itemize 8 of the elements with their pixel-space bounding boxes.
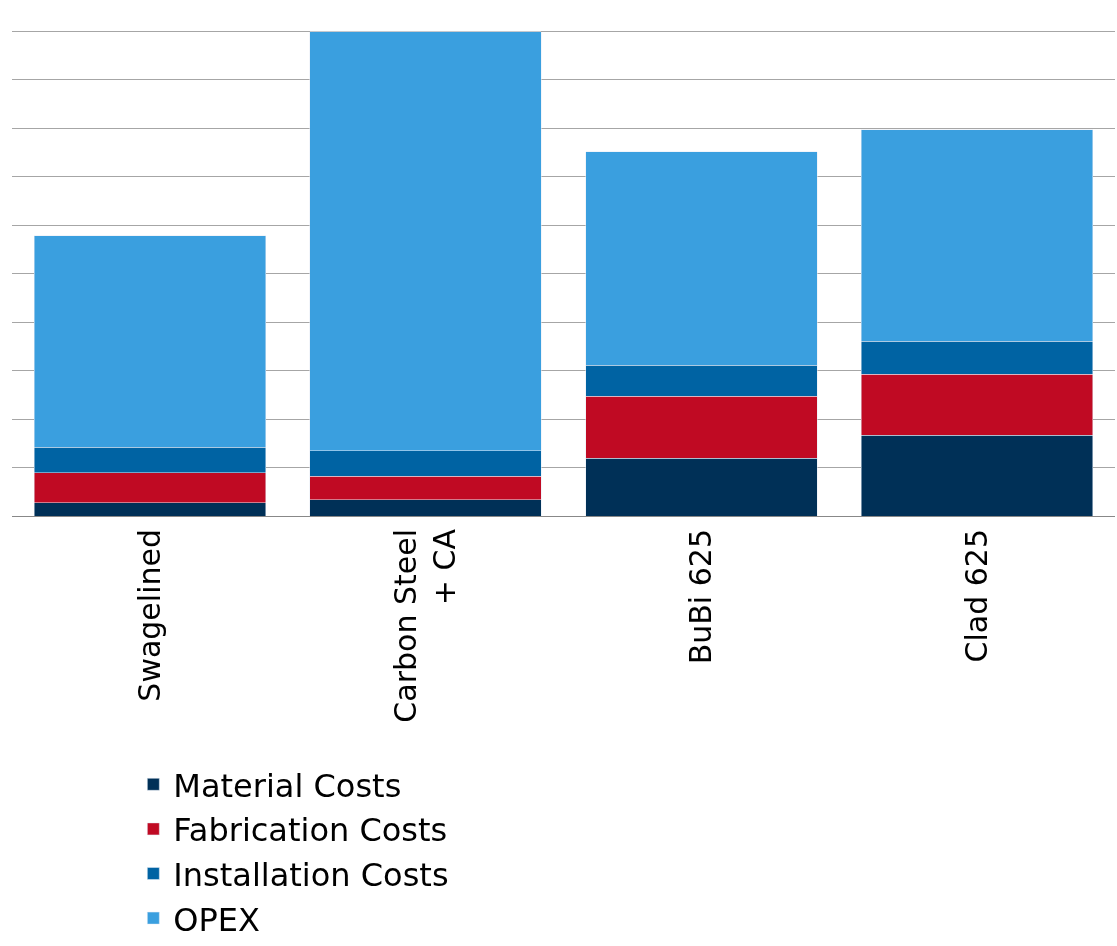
legend-label: Installation Costs	[173, 855, 449, 894]
legend-label: Material Costs	[173, 766, 402, 805]
legend-label: OPEX	[173, 900, 260, 939]
x-tick-label: Swagelined	[131, 529, 167, 702]
x-tick-label: Carbon Steel + CA	[387, 528, 462, 723]
x-tick-label: Clad 625	[958, 529, 994, 663]
x-tick-label: BuBi 625	[683, 529, 719, 665]
legend-label: Fabrication Costs	[173, 811, 448, 850]
